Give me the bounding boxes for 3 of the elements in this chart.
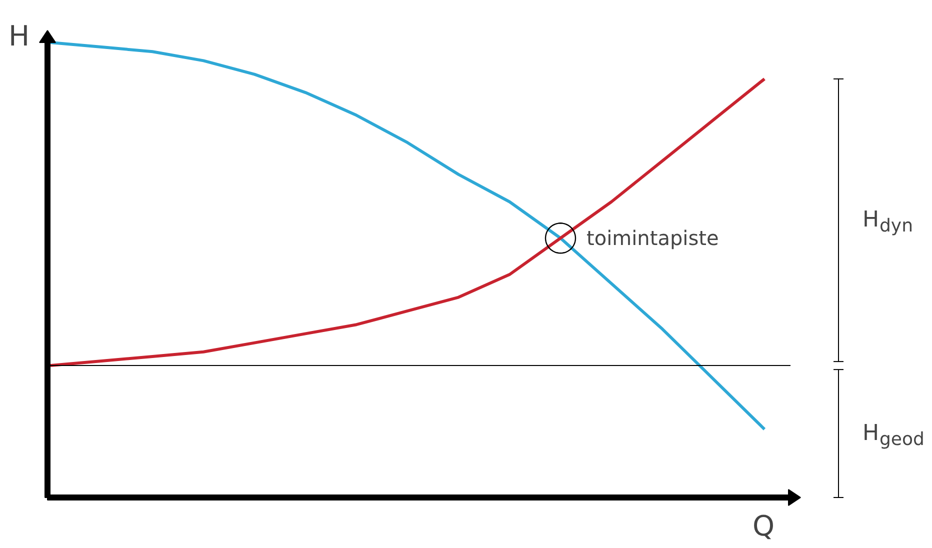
y-axis-title: H xyxy=(8,20,30,52)
x-axis-title: Q xyxy=(752,510,775,542)
annotation: toimintapiste xyxy=(586,226,719,250)
